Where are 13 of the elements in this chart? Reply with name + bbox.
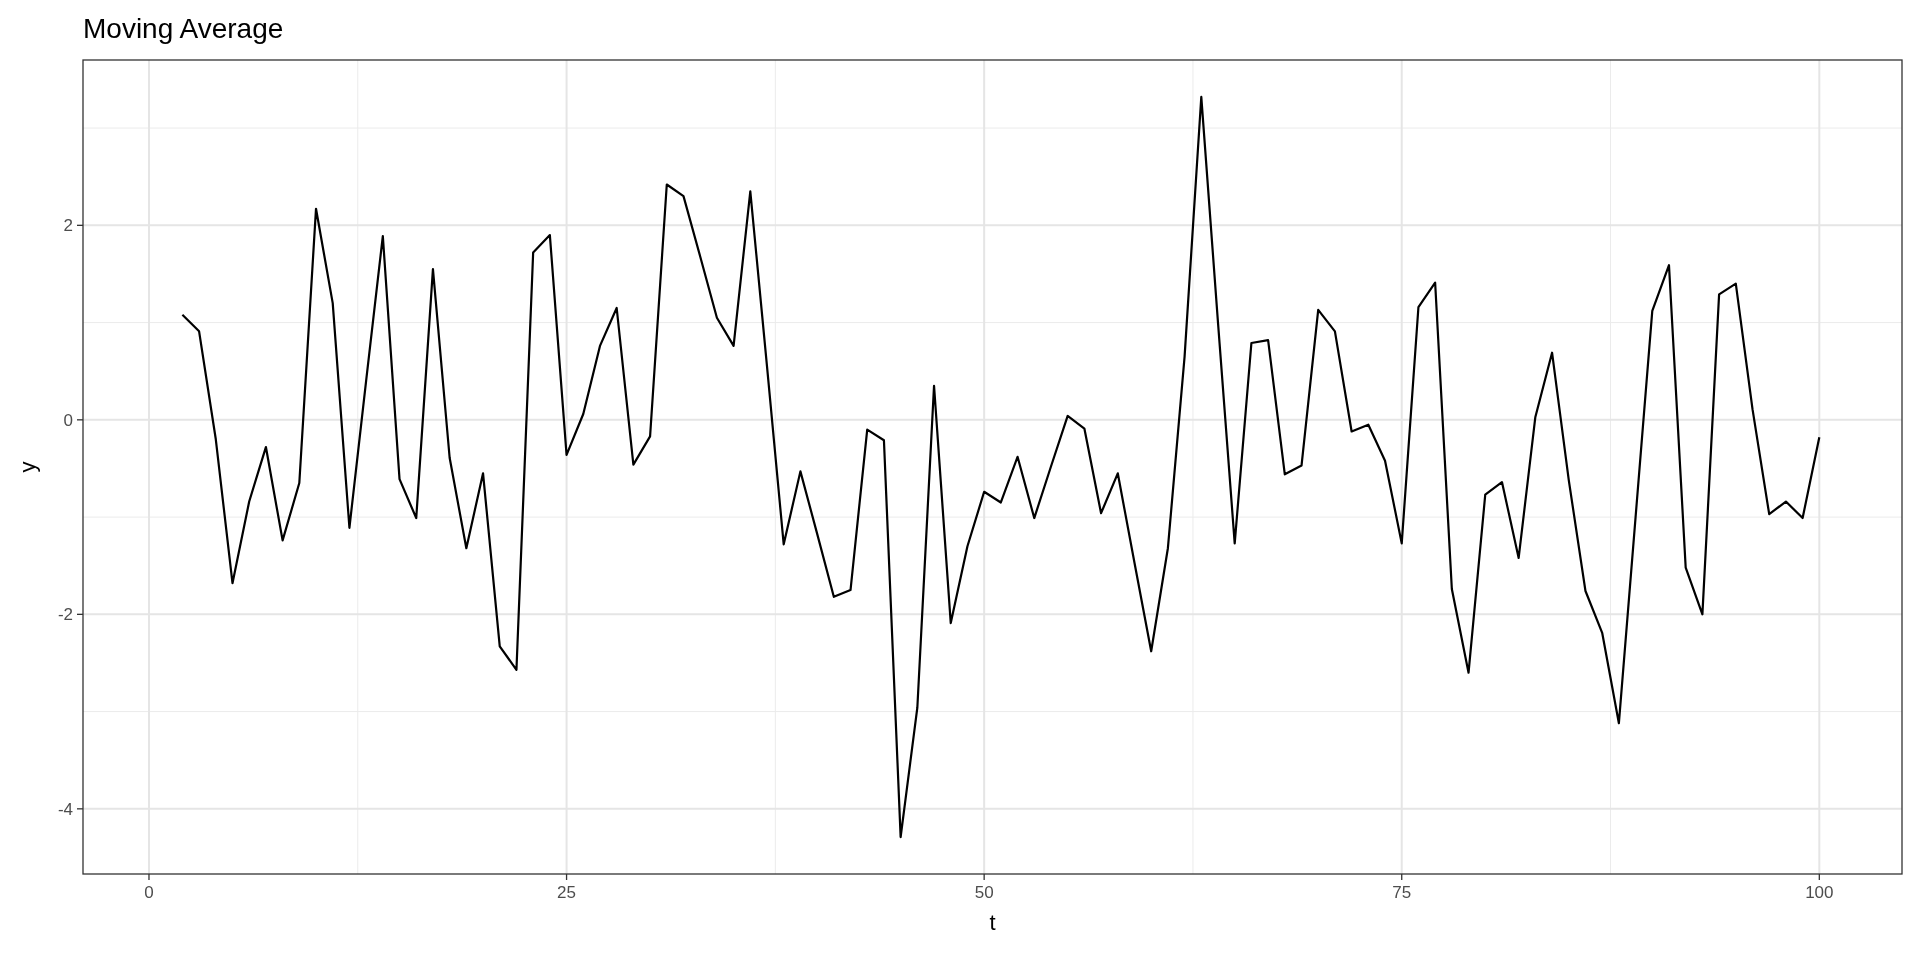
chart-title: Moving Average <box>83 13 284 44</box>
line-series <box>181 95 1821 839</box>
x-tick-label: 0 <box>144 883 154 902</box>
y-axis-title: y <box>15 461 40 473</box>
y-tick-label: -4 <box>57 799 73 819</box>
x-tick-label: 50 <box>974 883 994 902</box>
y-tick-label: -2 <box>57 605 73 625</box>
y-tick-label: 2 <box>63 216 73 236</box>
x-tick-label: 100 <box>1805 883 1834 902</box>
x-tick-label: 25 <box>557 883 577 902</box>
x-tick-label: 75 <box>1392 883 1412 902</box>
x-axis-title: t <box>989 910 996 935</box>
y-tick-label: 0 <box>63 410 73 430</box>
